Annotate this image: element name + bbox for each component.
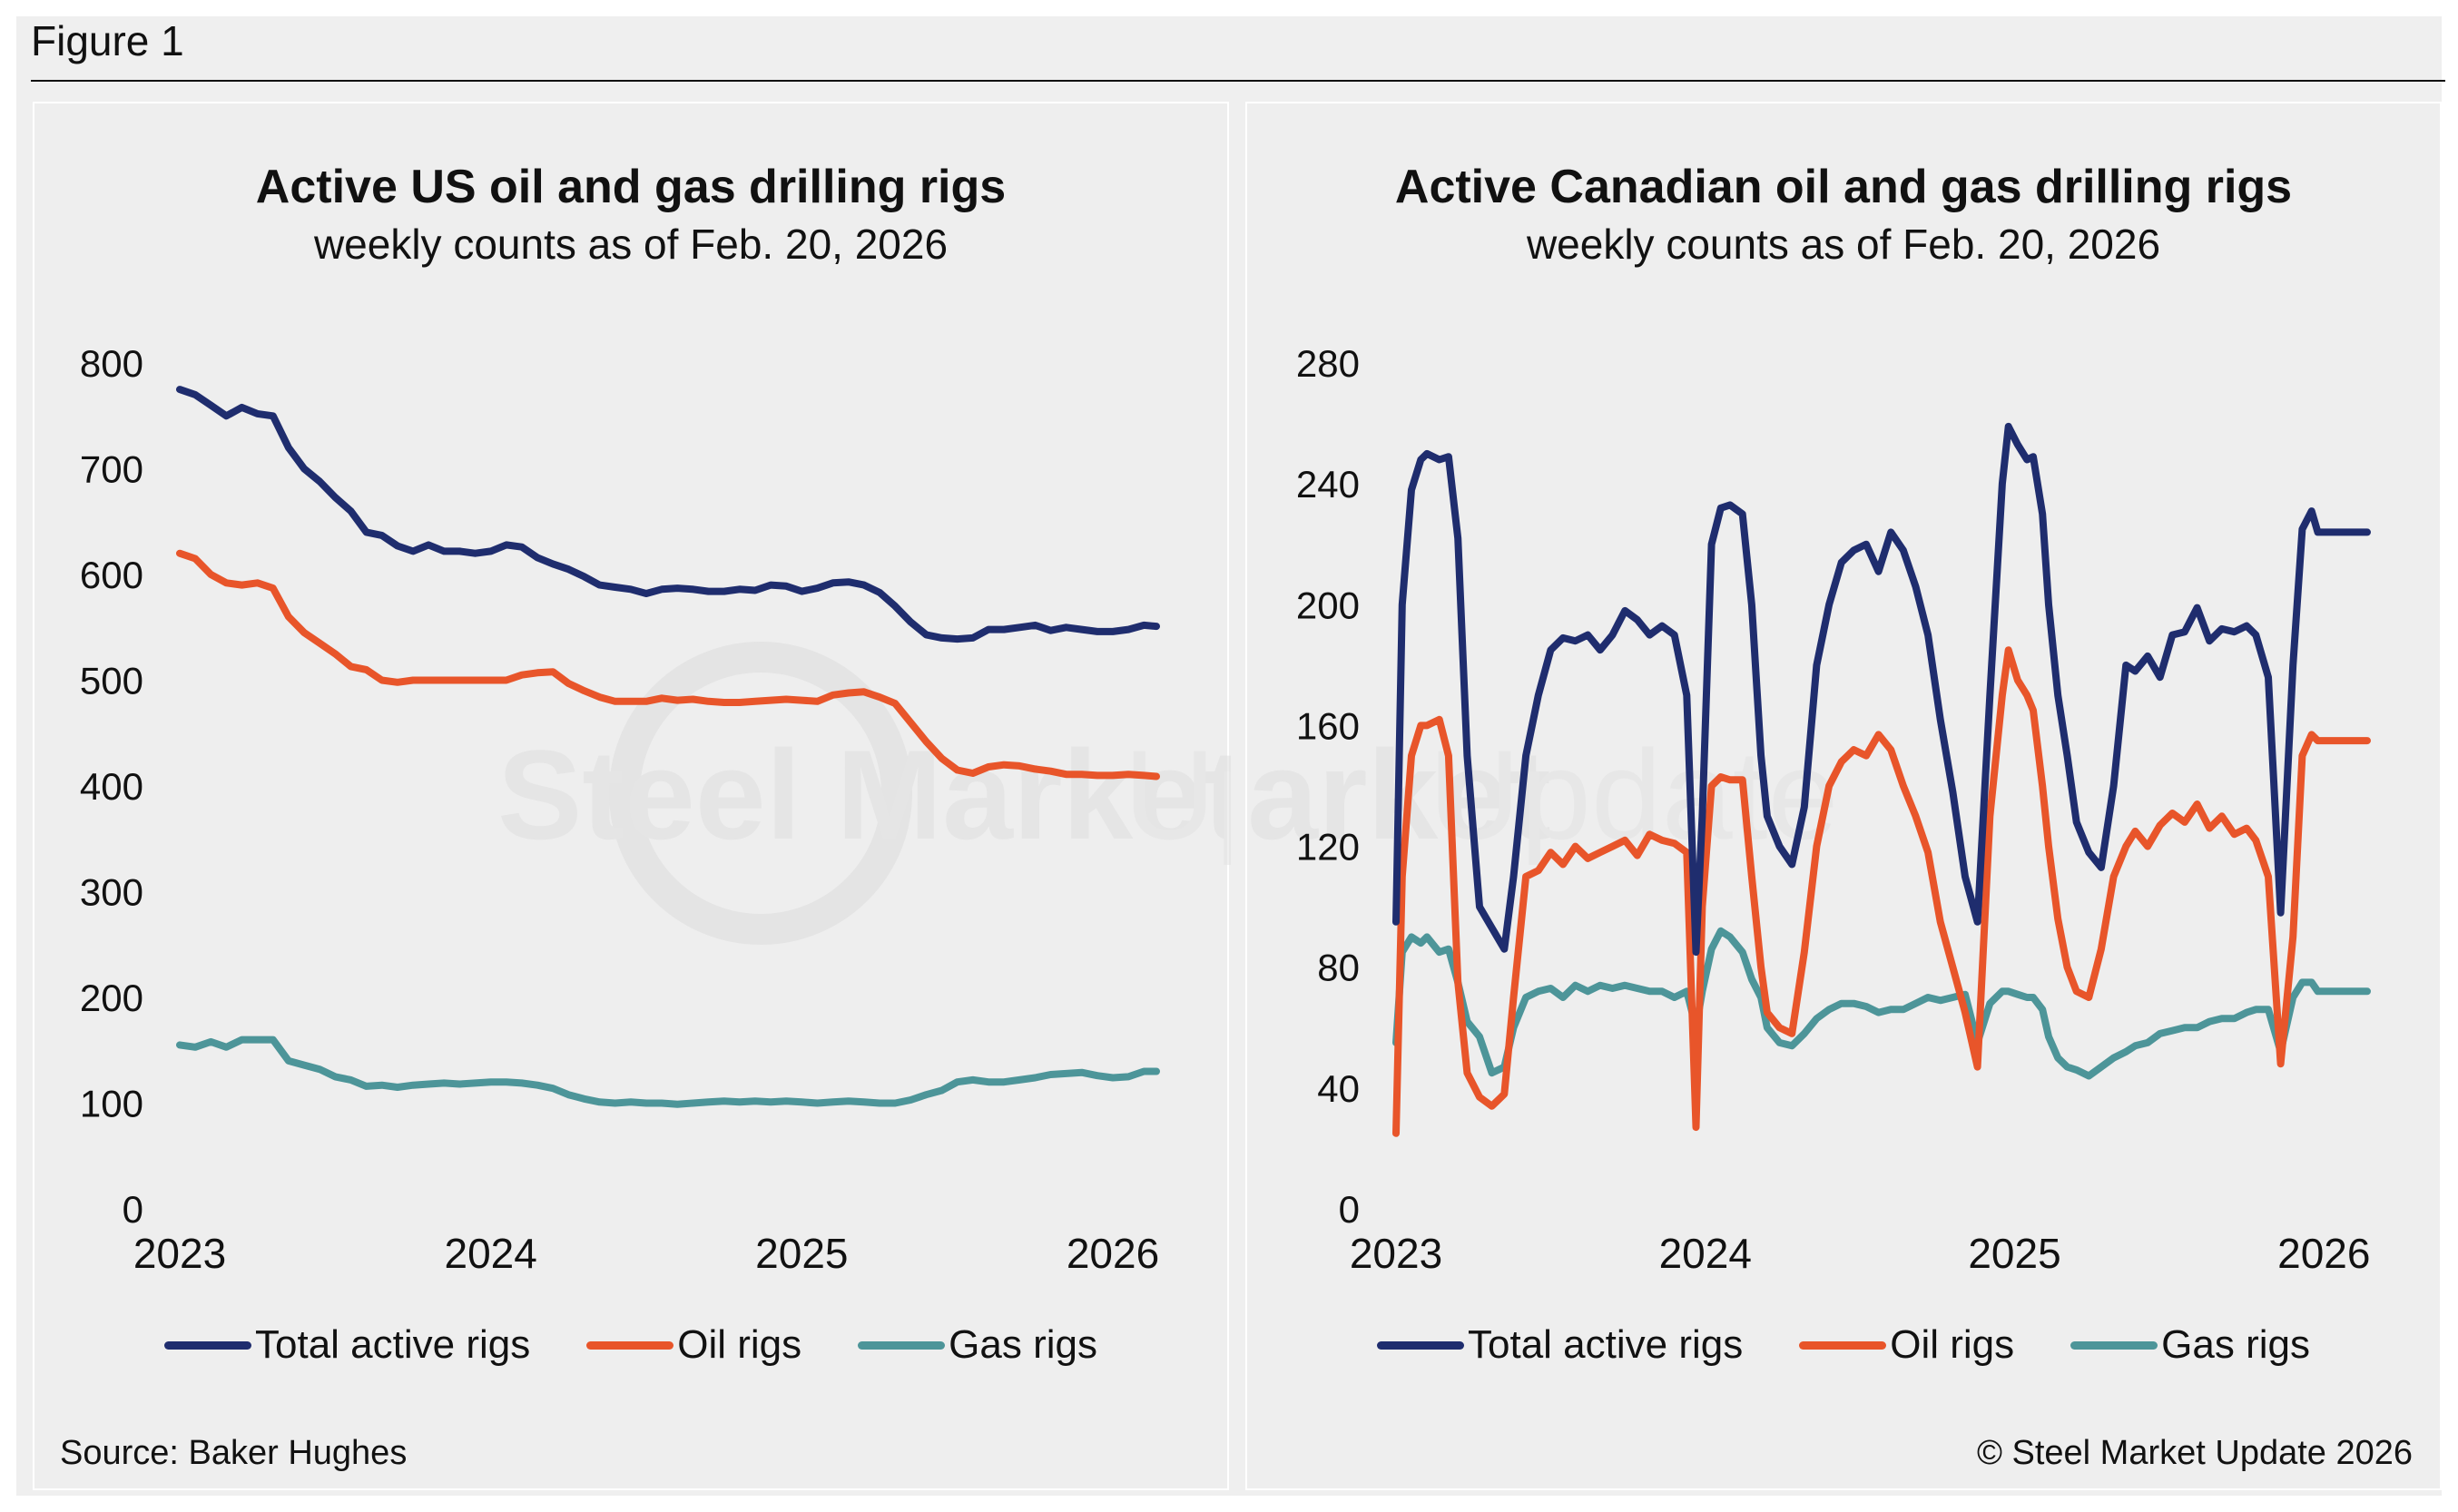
figure-label: Figure 1 (31, 17, 184, 64)
y-tick-label: 0 (1339, 1188, 1360, 1231)
y-tick-label: 120 (1296, 826, 1360, 869)
series-line-oil (176, 549, 1160, 781)
x-tick-label: 2023 (133, 1230, 226, 1277)
legend-item-oil: Oil rigs (1799, 1322, 2014, 1368)
series-line-gas (176, 1036, 1160, 1108)
legend-swatch-gas (858, 1340, 946, 1350)
copyright-note: © Steel Market Update 2026 (1976, 1434, 2413, 1472)
legend-label-oil: Oil rigs (1890, 1322, 2015, 1367)
chart-legend: Total active rigs Oil rigs Gas rigs (1247, 1318, 2440, 1372)
legend-label-gas: Gas rigs (2161, 1322, 2310, 1367)
watermark-text-light: Update (1429, 723, 1838, 866)
chart-title: Active US oil and gas drilling rigs (255, 161, 1007, 213)
y-tick-label: 700 (80, 448, 143, 491)
legend-label-total: Total active rigs (1468, 1322, 1744, 1367)
legend-label-gas: Gas rigs (949, 1322, 1097, 1367)
x-tick-label: 2024 (445, 1230, 537, 1277)
us-chart-panel: Active US oil and gas drilling rigs week… (33, 102, 1231, 1490)
x-tick-label: 2025 (1968, 1230, 2060, 1277)
legend-swatch-oil (586, 1340, 674, 1350)
legend-label-total: Total active rigs (255, 1322, 531, 1367)
legend-item-gas: Gas rigs (858, 1322, 1097, 1368)
chart-subtitle: weekly counts as of Feb. 20, 2026 (313, 221, 949, 268)
y-tick-label: 600 (80, 554, 143, 596)
y-tick-label: 100 (80, 1083, 143, 1125)
legend-item-total: Total active rigs (1377, 1322, 1743, 1368)
watermark-text-light: Update (1124, 723, 1231, 866)
watermark-text: Steel Market (497, 723, 1231, 866)
canada-chart-panel: Active Canadian oil and gas drilling rig… (1245, 102, 2442, 1490)
y-tick-label: 40 (1317, 1067, 1360, 1110)
y-tick-label: 0 (123, 1188, 143, 1231)
legend-swatch-total (1377, 1340, 1465, 1350)
x-tick-label: 2026 (2277, 1230, 2370, 1277)
y-tick-label: 160 (1296, 704, 1360, 747)
watermark-circle (609, 642, 912, 945)
legend-item-total: Total active rigs (164, 1322, 530, 1368)
source-note: Source: Baker Hughes (60, 1434, 408, 1472)
x-tick-label: 2026 (1067, 1230, 1159, 1277)
y-tick-label: 280 (1296, 342, 1360, 385)
legend-label-oil: Oil rigs (677, 1322, 802, 1367)
y-tick-label: 500 (80, 660, 143, 702)
legend-swatch-gas (2070, 1340, 2158, 1350)
figure-rule (31, 80, 2445, 82)
series-line-gas (1392, 927, 2371, 1080)
legend-item-oil: Oil rigs (586, 1322, 801, 1368)
series-line-total (1392, 422, 2371, 957)
x-tick-label: 2025 (755, 1230, 848, 1277)
y-tick-label: 240 (1296, 463, 1360, 506)
y-tick-label: 400 (80, 765, 143, 808)
canada-chart-svg: Steel MarketUpdate0408012016020024028020… (1247, 342, 2371, 1277)
y-tick-label: 800 (80, 342, 143, 385)
chart-legend: Total active rigs Oil rigs Gas rigs (34, 1318, 1227, 1372)
y-tick-label: 300 (80, 871, 143, 914)
chart-title: Active Canadian oil and gas drilling rig… (1394, 161, 2293, 213)
series-line-total (176, 386, 1160, 643)
y-tick-label: 80 (1317, 947, 1360, 989)
x-tick-label: 2024 (1659, 1230, 1752, 1277)
y-tick-label: 200 (80, 977, 143, 1019)
series-line-oil (1392, 646, 2371, 1137)
legend-item-gas: Gas rigs (2070, 1322, 2310, 1368)
y-tick-label: 200 (1296, 584, 1360, 626)
x-tick-label: 2023 (1350, 1230, 1442, 1277)
legend-swatch-total (164, 1340, 252, 1350)
legend-swatch-oil (1799, 1340, 1887, 1350)
chart-subtitle: weekly counts as of Feb. 20, 2026 (1526, 221, 2161, 268)
